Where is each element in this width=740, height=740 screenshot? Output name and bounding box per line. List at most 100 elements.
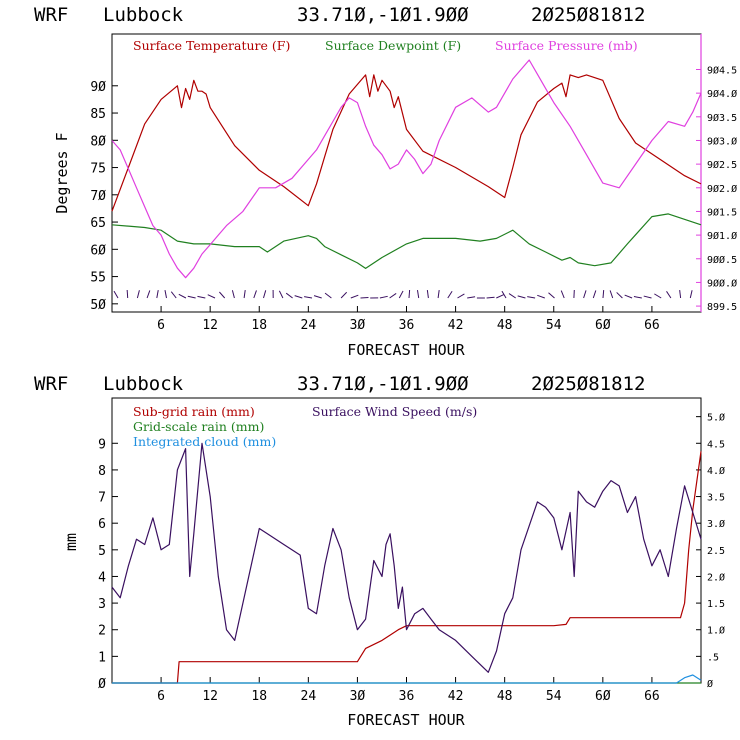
y2-tick-label: 3.Ø (707, 518, 725, 530)
wind-barb-icon (113, 290, 119, 299)
panel-1-y-axis-label: Degrees F (53, 132, 71, 213)
wind-barb-icon (379, 295, 388, 299)
y2-tick-label: 9Ø2.Ø (707, 183, 737, 195)
y-tick-label: Ø (98, 677, 106, 692)
wind-barb-icon (146, 290, 151, 299)
wind-barb-icon (467, 296, 476, 299)
panel-1-model: WRF (34, 4, 68, 26)
wind-barb-icon (389, 293, 397, 299)
panel-2-header: WRF Lubbock 33.71Ø,-1Ø1.9ØØ 2Ø25Ø81812 (34, 373, 645, 395)
y-tick-label: 8 (98, 464, 106, 479)
panel-1-station: Lubbock (103, 4, 184, 26)
wind-barb-icon (285, 292, 293, 299)
panel-2-coords: 33.71Ø,-1Ø1.9ØØ (297, 373, 469, 395)
wind-barb-icon (633, 296, 642, 299)
y-tick-label: 8Ø (90, 134, 106, 149)
x-tick-label: 24 (301, 318, 317, 333)
wind-barb-icon (560, 290, 565, 299)
panel-2-y-axis-label: mm (62, 533, 80, 551)
panel-1-coords: 33.71Ø,-1Ø1.9ØØ (297, 4, 469, 26)
x-tick-label: 6Ø (595, 318, 611, 333)
wind-barb-icon (679, 289, 682, 299)
legend-gridscale-rain: Grid-scale rain (mm) (133, 419, 264, 434)
wind-barb-icon (416, 290, 420, 299)
wind-barb-icon (178, 293, 187, 299)
wind-barb-icon (164, 290, 167, 299)
series-line-integrated-cloud-mm (112, 674, 702, 684)
y-tick-label: 65 (90, 216, 106, 231)
wind-barb-icon (398, 290, 404, 299)
y-tick-label: 5Ø (90, 298, 106, 313)
wind-barb-icon (496, 294, 504, 299)
y-tick-label: 4 (98, 570, 106, 585)
x-tick-label: 18 (251, 689, 267, 704)
y2-tick-label: 4.5 (707, 439, 725, 450)
wind-barb-icon (360, 296, 369, 299)
wind-barb-icon (508, 293, 516, 299)
x-tick-label: 24 (301, 689, 317, 704)
x-tick-label: 18 (251, 318, 267, 333)
wind-barb-icon (313, 295, 322, 299)
x-tick-label: 36 (399, 318, 415, 333)
y2-tick-label: 1.5 (707, 599, 725, 610)
legend-surface-temperature: Surface Temperature (F) (133, 38, 290, 53)
x-tick-label: 54 (546, 318, 562, 333)
panel-1-x-ticks: 6 12 18 24 3Ø 36 42 48 54 6Ø 66 (157, 306, 660, 333)
wind-barb-icon (592, 290, 597, 299)
y-tick-label: 9Ø (90, 80, 106, 95)
wind-barb-icon (408, 289, 411, 299)
panel-2-y-ticks: Ø 1 2 3 4 5 6 7 8 9 (98, 437, 118, 692)
x-tick-label: 54 (546, 689, 562, 704)
wind-barb-icon (294, 295, 303, 299)
wind-barb-icon (231, 290, 235, 299)
panel-1-header: WRF Lubbock 33.71Ø,-1Ø1.9ØØ 2Ø25Ø81812 (34, 4, 645, 26)
legend-surface-wind-speed: Surface Wind Speed (m/s) (312, 404, 477, 419)
x-tick-label: 42 (448, 318, 464, 333)
y-tick-label: 7 (98, 491, 106, 506)
y2-tick-label: 9Ø4.Ø (707, 88, 737, 100)
x-tick-label: 6 (157, 689, 165, 704)
wind-barb-icon (689, 290, 693, 299)
wind-barb-icon (350, 294, 359, 299)
y2-tick-label: 1.Ø (707, 625, 725, 637)
wind-barb-icon (447, 290, 453, 299)
y2-tick-label: 9Ø1.Ø (707, 230, 737, 242)
wind-barb-icon (654, 293, 662, 299)
y-tick-label: 55 (90, 271, 106, 286)
x-tick-label: 48 (497, 318, 513, 333)
y2-tick-label: 9Ø1.5 (707, 206, 737, 218)
series-line-surface-pressure-mb (111, 59, 702, 279)
wind-barb-icon (253, 290, 257, 299)
y-tick-label: 1 (98, 650, 106, 665)
y2-tick-label: 9Ø4.5 (707, 64, 737, 76)
panel-2-series (111, 442, 702, 684)
y2-tick-label: 9Ø2.5 (707, 159, 737, 171)
y2-tick-label: 2.5 (707, 546, 725, 557)
y2-tick-label: .5 (707, 652, 719, 663)
legend-subgrid-rain: Sub-grid rain (mm) (133, 404, 255, 419)
wind-barb-icon (624, 294, 633, 299)
x-tick-label: 48 (497, 689, 513, 704)
legend-surface-dewpoint: Surface Dewpoint (F) (325, 38, 461, 53)
y2-tick-label: 9Ø3.5 (707, 112, 737, 124)
wind-barb-icon (170, 291, 177, 299)
wind-barb-icon (548, 292, 555, 299)
wind-barb-icon (156, 290, 159, 299)
y2-tick-label: Ø (707, 678, 713, 690)
wind-barb-icon (207, 294, 216, 299)
x-tick-label: 42 (448, 689, 464, 704)
wind-barb-icon (643, 295, 652, 299)
y-tick-label: 85 (90, 107, 106, 122)
y2-tick-label: 899.5 (707, 302, 737, 313)
legend-integrated-cloud: Integrated cloud (mm) (133, 434, 276, 449)
x-tick-label: 12 (202, 689, 218, 704)
x-tick-label: 6 (157, 318, 165, 333)
panel-1-init-time: 2Ø25Ø81812 (531, 4, 645, 26)
y-tick-label: 2 (98, 624, 106, 639)
y2-tick-label: 9Ø3.Ø (707, 135, 737, 147)
panel-2-station: Lubbock (103, 373, 184, 395)
x-tick-label: 66 (644, 689, 660, 704)
y-tick-label: 3 (98, 597, 106, 612)
wind-barb-icon (126, 289, 129, 299)
